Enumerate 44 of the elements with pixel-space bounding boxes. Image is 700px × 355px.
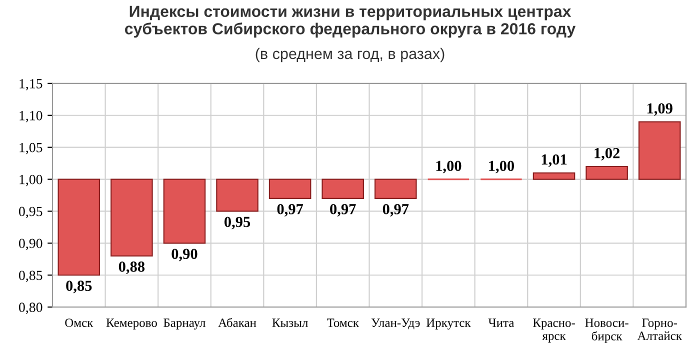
bar <box>374 178 417 199</box>
data-label: 0,97 <box>277 204 304 217</box>
x-tick-label: Омск <box>65 318 94 327</box>
data-label: 0,88 <box>118 262 145 274</box>
chart-title: Индексы стоимости жизни в территориальных центрах субъектов Сибирского федерального округа в 2016 году <box>125 6 576 38</box>
bar <box>163 178 206 244</box>
x-tick-label: Новоси- бирск <box>585 318 628 343</box>
data-label: 1,01 <box>542 154 567 167</box>
y-tick-label: 1,10 <box>20 110 42 122</box>
data-label: 1,09 <box>647 103 672 116</box>
bar <box>216 178 258 212</box>
y-tick-label: 0,85 <box>19 270 42 282</box>
bar <box>638 121 681 180</box>
data-label: 1,00 <box>489 160 514 174</box>
bar <box>110 178 153 257</box>
x-tick-label: Красно- ярск <box>532 318 575 343</box>
x-tick-label: Кемерово <box>106 318 157 330</box>
y-tick-label: 0,95 <box>19 206 42 218</box>
x-tick-label: Чита <box>488 318 514 327</box>
y-tick-label: 0,80 <box>19 302 42 314</box>
x-tick-label: Кызыл <box>272 318 308 327</box>
bar <box>322 178 364 199</box>
data-label: 0,97 <box>330 204 356 217</box>
x-tick-label: Улан-Удэ <box>371 318 420 330</box>
x-tick-label: Барнаул <box>164 318 206 330</box>
data-label: 0,85 <box>66 280 92 294</box>
x-tick-label: Горно- Алтайск <box>637 318 682 340</box>
y-tick-label: 1,05 <box>20 142 42 154</box>
y-tick-label: 0,90 <box>19 238 42 250</box>
bar <box>532 172 576 180</box>
x-tick-label: Абакан <box>218 318 256 327</box>
data-label: 0,90 <box>172 248 198 262</box>
bar <box>58 178 100 276</box>
y-tick-label: 1,15 <box>20 79 42 90</box>
data-label: 0,95 <box>224 216 250 230</box>
bar <box>268 178 312 199</box>
data-label: 0,97 <box>382 204 409 217</box>
x-tick-label: Томск <box>326 318 359 327</box>
y-tick-label: 1,00 <box>20 174 42 186</box>
bar <box>586 166 628 180</box>
data-label: 1,00 <box>436 160 462 174</box>
chart-subtitle: (в среднем за год, в разах) <box>256 48 444 62</box>
x-tick-label: Иркутск <box>426 318 471 330</box>
data-label: 1,02 <box>594 148 620 160</box>
